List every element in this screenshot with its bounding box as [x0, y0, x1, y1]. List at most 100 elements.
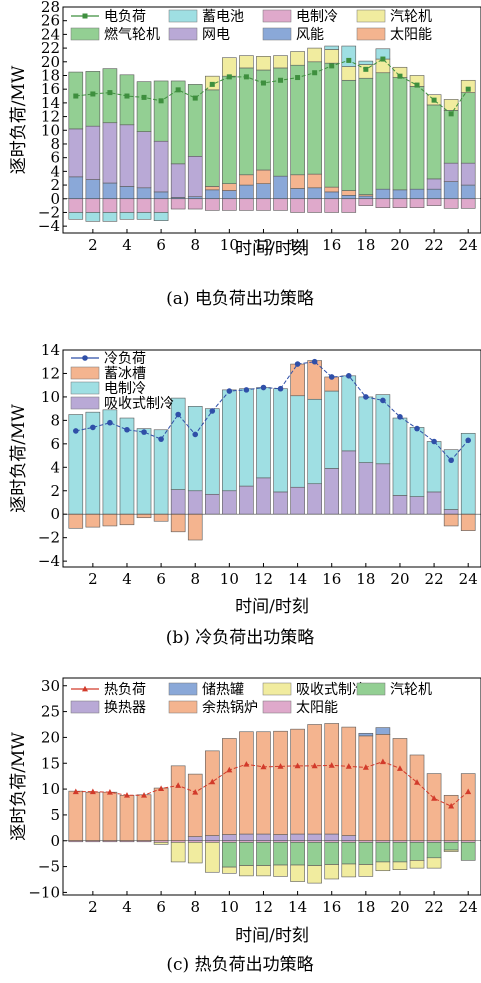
bar [222, 183, 237, 191]
bar [290, 841, 305, 866]
bar [307, 398, 322, 485]
bar [170, 198, 186, 210]
load-point [209, 408, 216, 414]
x-tick-label: 18 [356, 236, 375, 254]
bar [307, 865, 322, 884]
bar [443, 110, 459, 164]
x-tick-label: 6 [156, 236, 166, 254]
chart-caption: (a) 电负荷出功策略 [166, 289, 314, 309]
bar [239, 833, 254, 842]
y-tick-label: 10 [41, 121, 60, 139]
bar [102, 182, 118, 200]
bar [273, 730, 288, 835]
bar [290, 174, 305, 189]
legend-swatch [262, 700, 292, 714]
legend-label: 换热器 [104, 699, 146, 716]
load-point [209, 778, 216, 785]
load-point [72, 788, 79, 795]
bar [222, 75, 237, 184]
bar [256, 183, 271, 200]
load-point [124, 426, 130, 433]
legend-marker [82, 685, 88, 692]
y-tick-label: 16 [41, 80, 60, 98]
bar [204, 841, 220, 873]
legend-marker [82, 13, 88, 19]
bar [136, 81, 152, 132]
y-tick-label: 26 [41, 12, 60, 30]
load-point [260, 384, 267, 391]
bar [307, 841, 322, 866]
load-point [431, 97, 437, 103]
bar [426, 841, 442, 859]
load-point [123, 792, 130, 798]
y-tick-label: 24 [41, 25, 60, 43]
legend-swatch [70, 396, 100, 410]
load-point [380, 397, 386, 404]
bar [409, 496, 425, 515]
bar [136, 513, 152, 519]
bar [136, 794, 152, 842]
load-point [328, 374, 335, 380]
bar [324, 833, 340, 842]
bar [222, 841, 237, 868]
bar [119, 186, 135, 200]
bar [290, 188, 305, 200]
load-point [260, 763, 267, 770]
legend-label: 热负荷 [104, 682, 146, 698]
bar [153, 198, 169, 213]
y-tick-label: 18 [41, 66, 60, 84]
bar [324, 468, 340, 515]
bar [460, 841, 476, 861]
bar [153, 80, 169, 142]
y-tick-label: 20 [41, 728, 60, 746]
legend-swatch [70, 366, 100, 380]
bar [239, 485, 254, 515]
bar [273, 864, 288, 877]
x-tick-label: 6 [156, 898, 166, 916]
load-point [431, 438, 437, 445]
load-line [75, 58, 469, 115]
x-tick-label: 20 [390, 236, 409, 254]
bar [170, 513, 186, 533]
bar [324, 62, 340, 188]
y-tick-label: 28 [41, 0, 60, 16]
bar [443, 794, 459, 842]
load-point [346, 57, 352, 63]
load-point [329, 63, 335, 69]
bar [136, 428, 152, 515]
x-axis-label: 时间/时刻 [235, 926, 309, 946]
bar [239, 174, 254, 186]
load-point [295, 75, 301, 81]
legend-swatch [262, 27, 292, 41]
x-tick-label: 18 [356, 570, 375, 588]
load-point [397, 414, 403, 420]
load-point [107, 419, 113, 426]
x-tick-label: 8 [190, 570, 200, 588]
bar [375, 463, 391, 515]
load-point [73, 93, 79, 99]
bar [426, 441, 442, 493]
load-point [106, 788, 113, 795]
y-tick-label: 2 [50, 176, 60, 194]
bar [222, 834, 237, 842]
y-tick-label: 6 [50, 149, 60, 167]
load-point [158, 98, 164, 104]
load-point [379, 758, 386, 765]
bar [324, 723, 340, 835]
y-tick-label: −5 [38, 858, 60, 876]
y-axis-label: 逐时负荷/MW [9, 65, 29, 174]
load-point [345, 763, 352, 769]
legend-label: 风能 [296, 27, 324, 43]
bar [153, 513, 169, 522]
bar [290, 864, 305, 882]
bar [239, 67, 254, 176]
legend-label: 电负荷 [104, 9, 146, 25]
bar [426, 178, 442, 190]
load-point [363, 66, 369, 72]
bar [256, 387, 271, 479]
legend-swatch [356, 9, 386, 23]
x-tick-label: 4 [122, 570, 132, 588]
bar [358, 864, 374, 877]
